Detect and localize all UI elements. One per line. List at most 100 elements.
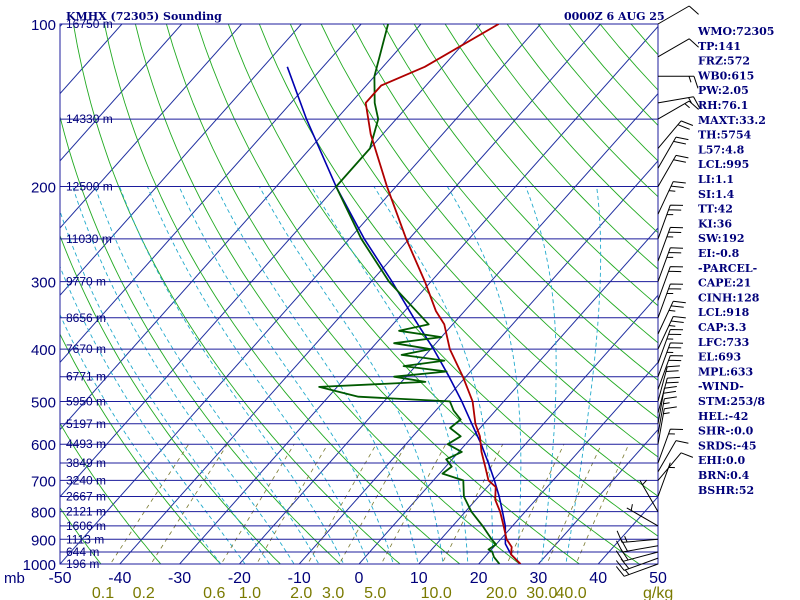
height-label: 7670 m bbox=[66, 342, 106, 356]
mixing-ratio-tick-label: 5.0 bbox=[364, 585, 386, 600]
wind-barb bbox=[657, 266, 684, 301]
moist-adiabat-line bbox=[259, 186, 444, 564]
isotherm-line bbox=[60, 24, 482, 498]
wind-barb bbox=[657, 452, 694, 481]
pressure-tick-label: 200 bbox=[31, 180, 56, 197]
wind-barb bbox=[657, 406, 677, 445]
moist-adiabat-line bbox=[146, 186, 369, 564]
wind-barb bbox=[657, 428, 684, 464]
isotherm-line bbox=[119, 24, 602, 564]
pressure-tick-label: 700 bbox=[31, 473, 56, 490]
height-label: 2121 m bbox=[66, 505, 106, 519]
pressure-labels: 100 200 300 400 500 600 700 800 900 1000 bbox=[23, 17, 56, 574]
wind-barb bbox=[657, 365, 680, 402]
index-value: SW:192 bbox=[698, 232, 745, 245]
temperature-tick-label: -20 bbox=[228, 570, 251, 587]
pressure-tick-label: 300 bbox=[31, 275, 56, 292]
dry-adiabat-line bbox=[413, 24, 658, 307]
index-value: EL:693 bbox=[698, 351, 741, 364]
index-value: EHI:0.0 bbox=[698, 454, 745, 467]
isotherm-line bbox=[238, 92, 658, 564]
dry-adiabat-line bbox=[351, 24, 658, 381]
dewpoint-trace bbox=[318, 24, 501, 564]
mixing-ratio-line bbox=[575, 444, 630, 564]
temperature-tick-label: 40 bbox=[589, 570, 607, 587]
mixing-ratio-tick-label: 0.6 bbox=[203, 585, 225, 600]
isotherm-line bbox=[477, 361, 658, 564]
dry-adiabat-line bbox=[60, 422, 162, 564]
mixing-ratio-tick-label: 10.0 bbox=[421, 585, 452, 600]
mixing-ratio-tick-label: 40.0 bbox=[556, 585, 587, 600]
temperature-tick-label: 20 bbox=[470, 570, 488, 587]
height-label: 2667 m bbox=[66, 490, 106, 504]
dry-adiabat-line bbox=[60, 234, 282, 564]
wind-barb bbox=[657, 300, 686, 335]
mixing-ratio-tick-label: 2.0 bbox=[290, 585, 312, 600]
mixing-ratio-line bbox=[441, 444, 504, 564]
index-value: -PARCEL- bbox=[698, 262, 757, 275]
wind-barb bbox=[657, 96, 700, 109]
isotherm-line bbox=[178, 25, 658, 564]
isotherm-line bbox=[60, 24, 183, 162]
dry-adiabat-line bbox=[258, 24, 658, 497]
mixing-ratio-tick-label: 20.0 bbox=[486, 585, 517, 600]
index-value: BRN:0.4 bbox=[698, 469, 750, 482]
pressure-tick-label: 900 bbox=[31, 532, 56, 549]
index-value: MAXT:33.2 bbox=[698, 114, 766, 127]
index-value: SRDS:-45 bbox=[698, 439, 757, 452]
moist-adiabat-line bbox=[72, 186, 295, 564]
wind-barb bbox=[657, 226, 684, 262]
mixing-ratio-units-label: g/kg bbox=[643, 585, 673, 600]
height-label: 11030 m bbox=[66, 232, 112, 246]
wind-barb bbox=[616, 530, 659, 543]
wind-barb bbox=[657, 329, 684, 364]
wind-barb bbox=[657, 136, 689, 169]
wind-barb bbox=[657, 204, 684, 240]
moist-adiabat-line bbox=[373, 186, 493, 564]
pressure-tick-label: 800 bbox=[31, 505, 56, 522]
mixing-ratio-tick-label: 30.0 bbox=[526, 585, 557, 600]
height-label: 3849 m bbox=[66, 456, 106, 470]
wind-barb bbox=[639, 479, 659, 512]
height-label: 196 m bbox=[66, 557, 99, 571]
height-labels: 16750 m 14330 m 12500 m 11030 m 9770 m 8656 m… bbox=[66, 17, 113, 571]
parcel-trace bbox=[286, 66, 522, 564]
wind-barb bbox=[657, 376, 680, 414]
pressure-tick-label: 500 bbox=[31, 394, 56, 411]
wind-barb bbox=[657, 38, 699, 58]
index-value: MPL:633 bbox=[698, 365, 753, 378]
isotherm-line bbox=[60, 24, 243, 229]
mixing-ratio-line bbox=[506, 444, 565, 564]
moist-adiabat-line bbox=[94, 186, 320, 564]
wind-barb bbox=[657, 342, 684, 377]
temperature-tick-label: -50 bbox=[48, 570, 71, 587]
moist-adiabat-line bbox=[60, 209, 271, 564]
index-value: -WIND- bbox=[698, 380, 744, 393]
wind-barb bbox=[657, 316, 686, 350]
dry-adiabat-line bbox=[227, 24, 658, 537]
index-value: HEL:-42 bbox=[698, 410, 748, 423]
index-value: WMO:72305 bbox=[697, 25, 774, 38]
height-label: 5197 m bbox=[66, 417, 106, 431]
index-value: LFC:733 bbox=[698, 336, 749, 349]
wind-barb bbox=[657, 283, 684, 318]
temperature-tick-label: 50 bbox=[649, 570, 667, 587]
dry-adiabat-line bbox=[196, 24, 640, 564]
isotherm-line bbox=[418, 294, 658, 564]
moist-adiabat-line bbox=[119, 186, 345, 564]
index-value: WB0:615 bbox=[697, 69, 754, 82]
height-label: 5950 m bbox=[66, 394, 106, 408]
pressure-tick-label: 1000 bbox=[23, 557, 56, 574]
height-label: 12500 m bbox=[66, 180, 113, 194]
height-label: 8656 m bbox=[66, 311, 106, 325]
index-value: FRZ:572 bbox=[698, 55, 750, 68]
index-value: PW:2.05 bbox=[698, 84, 749, 97]
isotherm-line bbox=[60, 24, 362, 364]
moist-adiabat-line bbox=[60, 265, 246, 564]
temperature-tick-label: -10 bbox=[288, 570, 311, 587]
mixing-ratio-tick-label: 1.0 bbox=[239, 585, 261, 600]
moist-adiabat-line bbox=[525, 186, 557, 564]
wind-barb bbox=[626, 504, 659, 527]
